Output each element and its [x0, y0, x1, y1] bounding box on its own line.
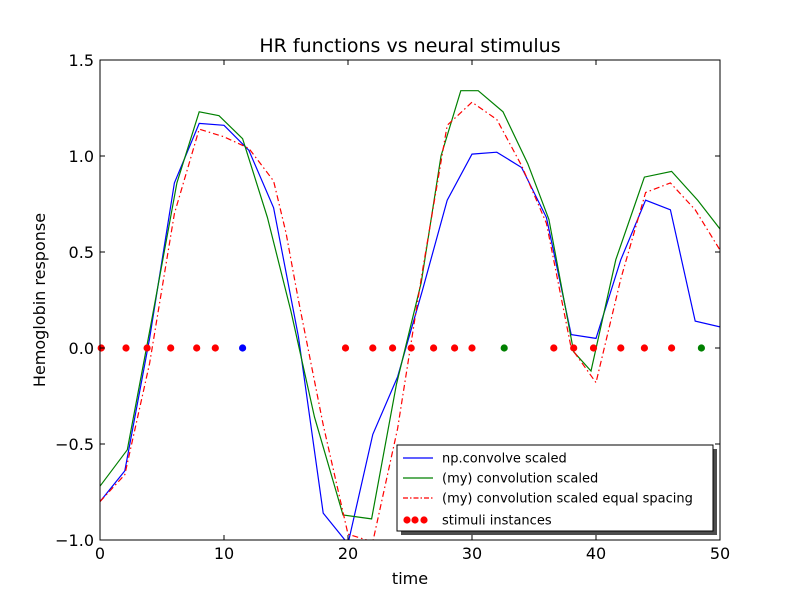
y-tick-label: −0.5: [55, 435, 94, 454]
stimulus-point-11: [430, 344, 438, 352]
legend: np.convolve scaled (my) convolution scale…: [396, 444, 717, 535]
stimulus-point-9: [389, 344, 397, 352]
legend-box: [396, 444, 714, 532]
stimulus-point-12: [451, 344, 459, 352]
x-tick-label: 50: [710, 544, 730, 563]
stimulus-point-21: [697, 344, 706, 352]
y-tick-label: 0.0: [69, 339, 94, 358]
stimulus-point-10: [407, 344, 415, 352]
x-tick-label: 40: [586, 544, 606, 563]
legend-label-1: (my) convolution scaled: [442, 472, 598, 487]
chart-title: HR functions vs neural stimulus: [259, 35, 560, 57]
stimulus-point-4: [193, 344, 201, 352]
stimulus-point-18: [617, 344, 625, 352]
x-tick-label: 20: [338, 544, 358, 563]
stimuli-layer: [97, 344, 706, 352]
stimulus-point-17: [589, 344, 598, 352]
stimulus-point-16: [570, 344, 578, 352]
x-tick-label: 0: [95, 544, 105, 563]
stimulus-point-5: [211, 344, 219, 352]
x-tick-label: 30: [462, 544, 482, 563]
y-axis-label: Hemoglobin response: [30, 213, 49, 387]
y-tick-label: 1.0: [69, 147, 94, 166]
legend-marker-stimuli: [411, 516, 419, 524]
x-axis-label: time: [392, 569, 428, 588]
ticks-layer: 0 10 20 30 40 50 −1.0 −0.5 0.0 0.5 1.0 1.5: [55, 51, 730, 563]
series-layer: [100, 90, 720, 540]
stimulus-point-15: [550, 344, 558, 352]
stimulus-point-19: [640, 344, 649, 352]
x-tick-label: 10: [214, 544, 234, 563]
plot-frame: [99, 59, 721, 541]
stimulus-point-1: [122, 344, 130, 352]
stimulus-point-14: [500, 344, 508, 352]
stimulus-point-6: [239, 344, 247, 352]
y-tick-label: 1.5: [69, 51, 94, 70]
stimulus-point-20: [668, 344, 676, 352]
stimulus-point-2: [143, 344, 151, 352]
legend-label-0: np.convolve scaled: [442, 452, 567, 467]
series-line-1: [100, 90, 720, 520]
legend-marker-stimuli: [420, 516, 428, 524]
legend-marker-stimuli: [403, 516, 411, 524]
stimulus-point-8: [369, 344, 377, 352]
series-line-2: [100, 101, 720, 540]
y-tick-label: 0.5: [69, 243, 94, 262]
series-line-0: [100, 122, 720, 540]
y-tick-label: −1.0: [55, 531, 94, 550]
stimulus-point-7: [341, 344, 350, 352]
legend-label-stimuli: stimuli instances: [442, 514, 552, 529]
legend-label-2: (my) convolution scaled equal spacing: [442, 492, 693, 507]
stimulus-point-13: [468, 344, 476, 352]
stimulus-point-3: [167, 344, 175, 352]
